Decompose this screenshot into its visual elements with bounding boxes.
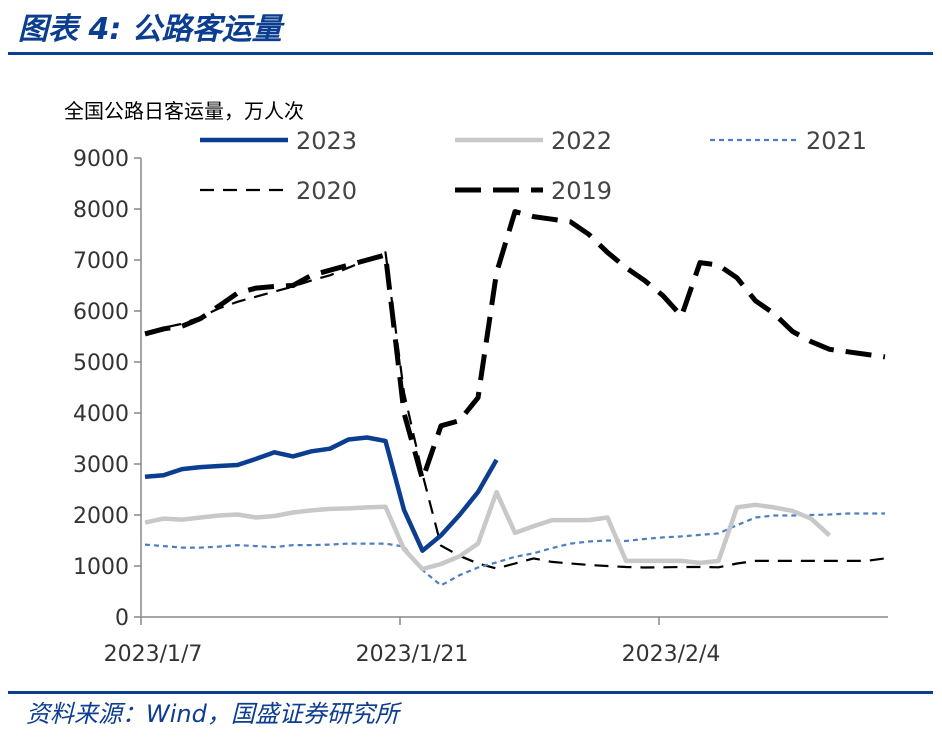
y-axis-title: 全国公路日客运量，万人次 (64, 99, 304, 123)
series-line-2022 (144, 489, 832, 572)
x-tick-label: 2023/2/4 (622, 642, 721, 667)
y-tick-label: 1000 (73, 555, 129, 580)
y-tick-label: 8000 (73, 198, 129, 223)
legend-label-2023: 2023 (296, 127, 357, 155)
y-tick-label: 2000 (73, 504, 129, 529)
y-axis: 0 1000 2000 3000 4000 5000 6000 7000 8000 9000 (73, 147, 142, 631)
series-line-2021 (144, 512, 885, 587)
legend-label-2022: 2022 (551, 127, 612, 155)
series-line-2019 (144, 209, 886, 482)
series-line-2023 (144, 435, 499, 553)
y-tick-label: 4000 (73, 402, 129, 427)
x-axis: 2023/1/7 2023/1/21 2023/2/4 (104, 616, 888, 667)
x-tick-label: 2023/1/7 (104, 642, 203, 667)
series-line-2020 (144, 251, 886, 570)
legend-label-2020: 2020 (296, 177, 357, 205)
y-tick-label: 0 (115, 606, 129, 631)
x-tick-label: 2023/1/21 (356, 642, 469, 667)
y-tick-label: 3000 (73, 453, 129, 478)
y-tick-label: 9000 (73, 147, 129, 172)
y-tick-label: 5000 (73, 351, 129, 376)
bottom-rule (8, 691, 933, 694)
figure-title: 图表 4: 公路客运量 (18, 12, 282, 47)
y-tick-label: 7000 (73, 249, 129, 274)
y-tick-label: 6000 (73, 300, 129, 325)
plot-area (144, 209, 886, 587)
top-rule (8, 52, 933, 55)
legend-label-2019: 2019 (551, 177, 612, 205)
source-note: 资料来源：Wind，国盛证券研究所 (26, 700, 399, 728)
legend: 2023 2022 2021 2020 2019 (200, 127, 867, 205)
legend-label-2021: 2021 (806, 127, 867, 155)
